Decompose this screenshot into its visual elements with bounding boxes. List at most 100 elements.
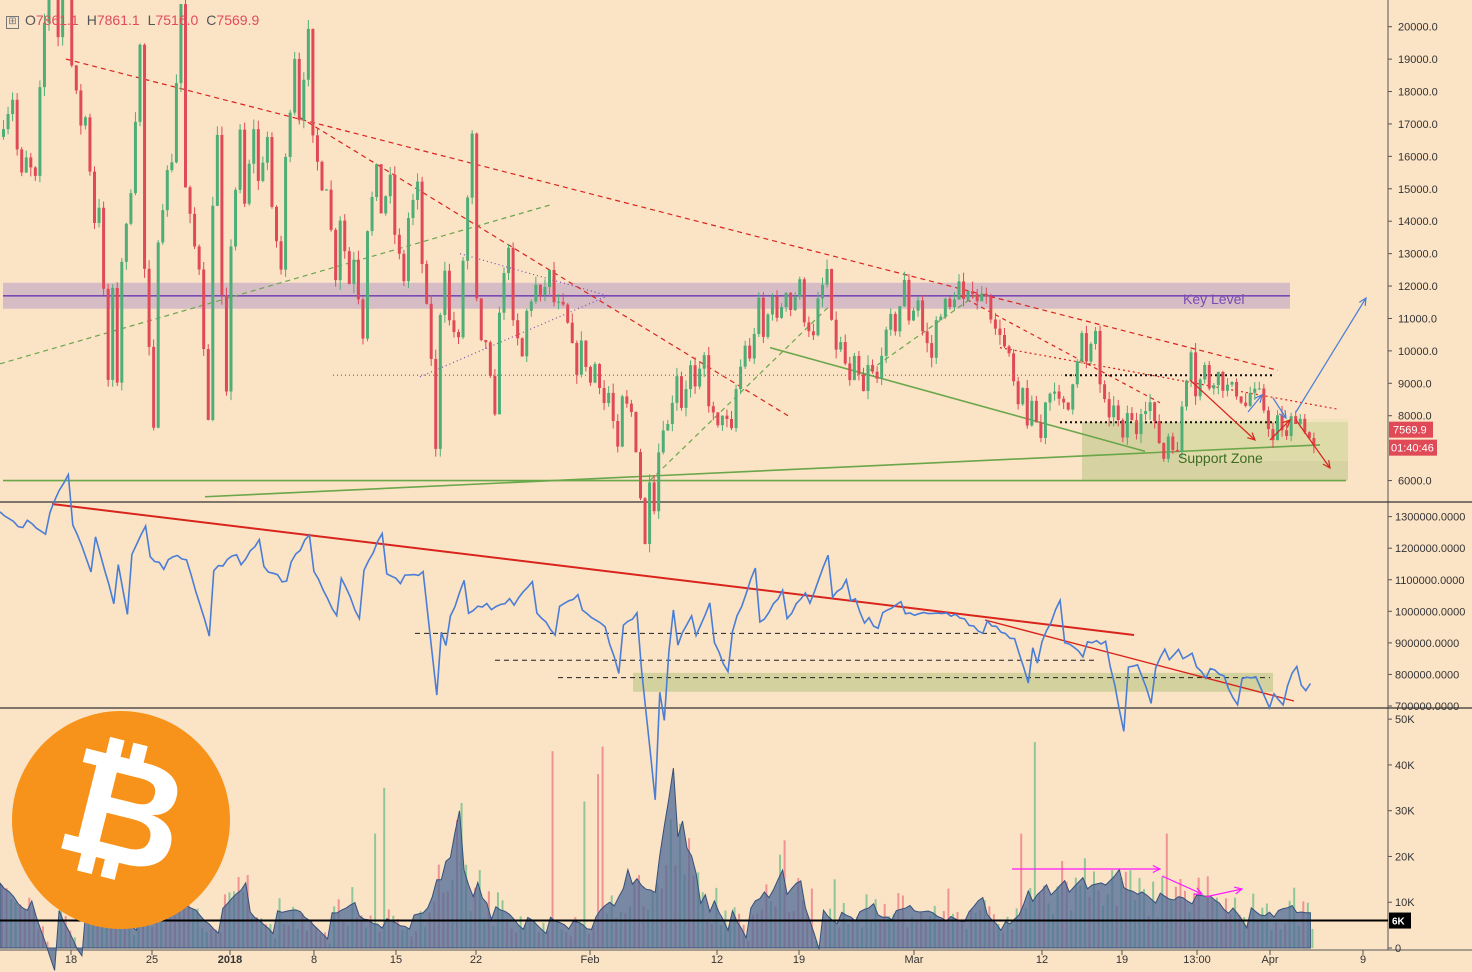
blue-breakout-arrow — [1295, 297, 1367, 413]
price-candle — [1253, 388, 1257, 393]
price-candle — [1107, 399, 1111, 418]
price-candle — [1185, 380, 1188, 407]
price-candle — [129, 193, 133, 224]
price-candle — [206, 349, 210, 420]
price-candle — [607, 392, 611, 404]
price-candle — [989, 296, 993, 320]
price-candle — [752, 333, 756, 359]
price-candle — [1230, 381, 1234, 385]
price-candle — [611, 392, 615, 422]
price-candle — [975, 294, 979, 302]
price-candle — [602, 388, 606, 404]
price-candle — [675, 376, 679, 403]
price-candle — [1294, 416, 1298, 424]
price-candle — [534, 284, 538, 302]
time-axis-label: 19 — [793, 954, 805, 966]
price-candle — [502, 273, 506, 313]
price-candle — [884, 329, 888, 356]
volume-bar — [601, 746, 604, 948]
blue-projection-arrow-2-head — [1278, 409, 1287, 420]
price-candle — [639, 452, 642, 499]
price-candle — [74, 65, 78, 91]
price-candle — [907, 279, 911, 321]
price-candle — [334, 229, 338, 281]
price-candle — [143, 44, 147, 269]
price-candle — [634, 412, 638, 453]
price-candle — [133, 121, 137, 194]
volume-axis-label: 50K — [1395, 714, 1415, 726]
price-candle — [570, 322, 574, 343]
ohlc-high: 7861.1 — [96, 12, 140, 28]
price-candle — [170, 162, 174, 171]
price-candle — [1162, 443, 1166, 459]
price-candle — [1139, 414, 1143, 435]
descending-support-line — [769, 346, 1146, 453]
bitcoin-logo: ₿ — [12, 711, 230, 929]
volume-bar — [597, 774, 600, 948]
price-candle — [229, 246, 233, 392]
price-candle — [466, 197, 470, 261]
price-candle — [88, 117, 92, 172]
price-candle — [566, 304, 570, 323]
price-candle — [402, 253, 406, 282]
price-candle — [648, 482, 652, 544]
price-candle — [247, 163, 251, 204]
price-candle — [593, 364, 597, 383]
price-candle — [507, 247, 511, 274]
price-candle — [848, 363, 852, 381]
price-axis-label: 9000.0 — [1398, 378, 1432, 390]
volume-arrow-up-head — [1234, 886, 1244, 895]
price-candle — [689, 365, 693, 390]
price-candle — [238, 129, 242, 190]
collapse-legend-icon[interactable]: ⊞ — [6, 16, 19, 29]
price-candle — [1266, 410, 1270, 430]
price-candle — [725, 415, 729, 419]
volume-bar — [1165, 833, 1168, 948]
time-axis-label: 22 — [470, 954, 482, 966]
obv-support-zone — [633, 672, 1273, 692]
price-candle — [739, 366, 743, 390]
price-candle — [1221, 371, 1225, 391]
price-candle — [1307, 432, 1311, 439]
price-axis-label: 6000.0 — [1398, 476, 1432, 488]
ohlc-low: 7516.0 — [155, 12, 199, 28]
price-candle — [971, 291, 975, 295]
time-axis-label: 12 — [711, 954, 723, 966]
price-candle — [757, 297, 761, 334]
price-candle — [1066, 402, 1070, 410]
volume-bar — [810, 888, 813, 948]
price-candle — [311, 28, 315, 136]
obv-axis-label: 1000000.0000 — [1395, 606, 1465, 618]
time-axis-label: Feb — [581, 954, 600, 966]
time-axis-label: 8 — [311, 954, 317, 966]
ohlc-close-label: C — [206, 12, 217, 28]
price-candle — [661, 430, 665, 453]
price-candle — [38, 87, 42, 176]
price-candle — [1198, 379, 1202, 397]
volume-bar — [947, 888, 950, 948]
price-candle — [488, 342, 492, 376]
price-candle — [1030, 400, 1034, 426]
price-candle — [1034, 400, 1038, 423]
price-candle — [434, 358, 438, 449]
price-candle — [1166, 436, 1170, 459]
price-candle — [1048, 393, 1052, 403]
price-candle — [843, 342, 847, 364]
volume-bar — [374, 833, 377, 948]
price-candle — [284, 156, 288, 270]
price-candle — [297, 58, 301, 121]
price-candle — [511, 247, 515, 321]
price-candle — [161, 210, 165, 243]
price-axis-label: 17000.0 — [1398, 119, 1438, 131]
price-candle — [720, 415, 724, 426]
price-candle — [366, 231, 369, 339]
price-candle — [793, 296, 797, 311]
price-candle — [912, 310, 915, 321]
time-axis-label: 18 — [65, 954, 77, 966]
price-candle — [770, 296, 774, 315]
price-candle — [925, 331, 929, 344]
march-downtrend-line — [959, 295, 1161, 404]
price-candle — [930, 343, 934, 358]
price-candle — [984, 293, 988, 297]
